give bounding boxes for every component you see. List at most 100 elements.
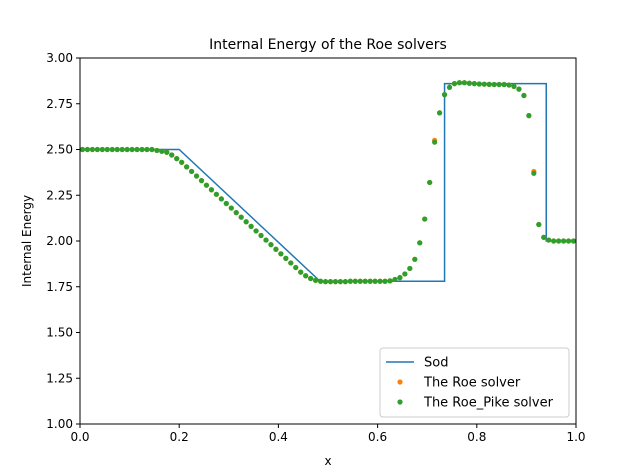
data-point [551,238,557,244]
data-point [367,278,373,284]
data-point [243,219,249,225]
series-points-the-roe-pike-solver [79,80,577,285]
data-point [392,276,398,283]
data-point [198,178,205,184]
data-point [476,81,482,87]
data-point [308,275,314,282]
data-point [258,232,264,239]
data-point [491,81,497,88]
data-point [99,146,105,153]
series-points-the-roe-solver [79,80,577,285]
data-point [293,264,299,271]
y-tick-label: 1.00 [46,417,73,431]
y-axis: 1.00 1.25 1.50 1.75 2.00 2.25 2.50 2.75 3.00 [46,51,80,431]
data-point [223,200,229,207]
y-tick-label: 1.25 [46,371,73,385]
series-line-sod [80,82,576,283]
data-point [298,269,304,275]
data-point [179,159,185,165]
data-point [119,146,125,153]
data-point [134,146,140,153]
x-tick-label: 0.2 [170,430,189,444]
data-point [208,187,215,193]
data-point [441,92,448,98]
data-point [327,279,334,285]
data-point [506,82,512,88]
x-tick-label: 0.8 [467,430,486,444]
data-point [218,196,224,202]
data-point [536,221,542,228]
data-point [337,279,343,285]
data-point [322,279,329,285]
data-point [570,238,577,244]
data-point [357,278,363,284]
data-point [89,146,95,153]
chart-title: Internal Energy of the Roe solvers [209,37,447,53]
data-point [283,255,289,261]
data-point [531,170,537,176]
y-tick-label: 2.75 [46,97,73,111]
data-point [159,148,165,154]
legend-box [379,347,570,418]
data-point [446,84,453,90]
data-point [164,149,170,155]
data-point [79,146,86,153]
data-point [129,146,135,153]
data-point [461,80,467,86]
data-point [546,237,552,243]
x-tick-label: 0.4 [269,430,288,444]
data-point [193,173,200,179]
data-point [104,146,110,153]
data-point [149,146,155,153]
data-point [268,242,274,248]
series-layer [79,80,577,285]
data-point [213,191,219,197]
legend-swatch-the-roe-solver [397,379,403,385]
legend: Sod The Roe solver The Roe_Pike solver [379,347,570,418]
data-point [451,81,458,87]
data-point [565,238,572,244]
data-point [189,168,195,175]
data-point [84,146,91,153]
data-point [432,139,438,145]
data-point [169,152,175,158]
data-point [288,260,294,266]
data-point [342,279,348,285]
legend-label-the-roe-solver: The Roe solver [423,376,521,391]
data-point [377,278,383,284]
data-point [233,210,239,216]
data-point [139,146,145,153]
y-tick-label: 1.50 [46,326,73,340]
y-tick-label: 1.75 [46,280,73,294]
data-point [114,146,120,153]
legend-label-the-roe-pike-solver: The Roe_Pike solver [423,396,554,411]
data-point [412,256,418,262]
data-point [397,275,403,281]
data-point [526,113,532,119]
data-point [496,81,502,88]
data-point [516,86,522,92]
legend-label-sod: Sod [424,356,448,371]
data-point [248,223,254,229]
y-tick-label: 2.50 [46,143,73,157]
data-point [561,238,567,244]
data-point [501,81,507,88]
data-point [174,156,180,162]
data-point [228,205,234,211]
data-point [481,81,487,87]
data-point [332,279,339,285]
data-point [154,147,160,154]
data-point [541,234,547,240]
data-point [521,92,527,99]
data-point [511,83,517,89]
y-tick-label: 3.00 [46,51,73,65]
data-point [238,214,244,220]
data-point [456,80,463,86]
data-point [109,146,115,153]
data-point [352,278,358,284]
data-point [382,278,388,284]
data-point [362,278,368,284]
data-point [437,110,443,116]
legend-swatch-the-roe-pike-solver [397,399,403,405]
data-point [466,80,472,86]
